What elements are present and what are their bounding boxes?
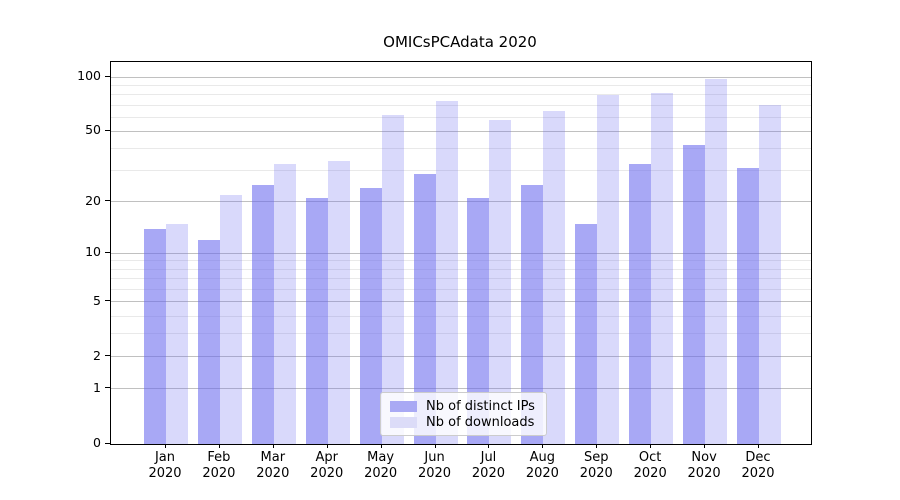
x-tick-label-mar: Mar 2020	[256, 450, 290, 481]
x-tick-dec	[758, 444, 759, 448]
gridline-minor-7	[111, 278, 811, 280]
bar-ips-feb	[197, 240, 220, 444]
legend-item-downloads: Nb of downloads	[390, 415, 537, 430]
x-tick-label-may: May 2020	[364, 450, 398, 481]
x-tick-label-jan: Jan 2020	[148, 450, 182, 481]
bar-downloads-oct	[651, 92, 674, 444]
x-tick-sep	[596, 444, 598, 448]
y-tick-10	[105, 251, 110, 253]
bar-downloads-nov	[705, 79, 728, 444]
x-tick-label-nov: Nov 2020	[687, 450, 721, 481]
legend-item-distinct-ips: Nb of distinct IPs	[390, 399, 537, 414]
gridline-10	[111, 252, 811, 254]
gridline-5	[111, 301, 811, 303]
gridline-100	[111, 76, 811, 78]
bar-ips-aug	[521, 184, 544, 444]
gridline-50	[111, 130, 811, 132]
bar-downloads-jul	[489, 119, 512, 444]
x-tick-feb	[218, 444, 220, 448]
bar-downloads-sep	[597, 94, 620, 444]
x-tick-oct	[650, 444, 652, 448]
gridline-1	[111, 388, 811, 390]
gridline-minor-6	[111, 288, 811, 290]
x-tick-label-jul: Jul 2020	[471, 450, 505, 481]
y-tick-label-20: 20	[85, 192, 101, 208]
plot-area	[110, 61, 812, 445]
bar-ips-mar	[251, 184, 274, 444]
legend: Nb of distinct IPs Nb of downloads	[380, 392, 547, 436]
y-tick-50	[105, 129, 110, 131]
x-tick-nov	[704, 444, 706, 448]
gridline-minor-4	[111, 315, 811, 317]
bar-ips-nov	[683, 144, 706, 444]
gridline-minor-9	[111, 260, 811, 262]
bar-ips-jan	[144, 228, 166, 444]
y-tick-label-5: 5	[93, 292, 101, 308]
gridline-20	[111, 201, 811, 203]
bar-downloads-jun	[435, 100, 458, 444]
bar-ips-jun	[413, 173, 436, 444]
x-tick-aug	[542, 444, 544, 448]
gridline-minor-90	[111, 84, 811, 86]
x-tick-label-feb: Feb 2020	[202, 450, 236, 481]
bar-downloads-apr	[327, 161, 350, 444]
x-tick-jan	[165, 444, 166, 448]
y-tick-0	[105, 442, 110, 444]
gridline-minor-70	[111, 104, 811, 106]
y-tick-label-0: 0	[93, 435, 101, 450]
gridline-minor-40	[111, 148, 811, 150]
y-tick-label-1: 1	[93, 379, 101, 395]
bar-ips-oct	[629, 163, 652, 444]
x-tick-label-jun: Jun 2020	[417, 450, 452, 481]
legend-label-distinct-ips: Nb of distinct IPs	[426, 398, 535, 414]
gridline-minor-8	[111, 268, 811, 270]
bar-downloads-may	[381, 114, 404, 444]
x-tick-mar	[272, 444, 274, 448]
bar-ips-sep	[575, 223, 598, 444]
bar-downloads-feb	[219, 194, 242, 444]
gridline-minor-80	[111, 94, 811, 96]
legend-swatch-distinct-ips	[390, 400, 417, 412]
gridline-minor-3	[111, 333, 811, 335]
y-tick-2	[105, 355, 110, 357]
gridline-minor-30	[111, 170, 811, 172]
y-tick-5	[105, 300, 110, 302]
gridline-2	[111, 356, 811, 358]
gridline-minor-60	[111, 116, 811, 118]
legend-swatch-downloads	[390, 416, 417, 428]
x-tick-label-oct: Oct 2020	[633, 450, 667, 481]
x-tick-label-aug: Aug 2020	[525, 450, 559, 481]
x-tick-may	[380, 444, 382, 448]
bar-ips-apr	[305, 198, 328, 444]
x-tick-label-sep: Sep 2020	[579, 450, 613, 481]
x-tick-jun	[434, 444, 436, 448]
bar-ips-may	[359, 188, 382, 444]
x-tick-label-dec: Dec 2020	[741, 450, 775, 481]
bar-ips-jul	[467, 198, 490, 444]
bar-downloads-jan	[166, 223, 188, 444]
chart-title: OMICsPCAdata 2020	[383, 33, 537, 51]
y-tick-label-50: 50	[85, 122, 101, 138]
bar-downloads-dec	[759, 105, 781, 444]
y-tick-100	[105, 75, 110, 77]
y-tick-label-100: 100	[77, 68, 101, 84]
bar-downloads-mar	[273, 163, 296, 444]
y-tick-label-2: 2	[93, 347, 101, 363]
y-tick-20	[105, 200, 110, 202]
bar-downloads-aug	[543, 110, 566, 444]
y-tick-1	[105, 387, 110, 389]
bar-ips-dec	[737, 168, 759, 444]
x-tick-jul	[488, 444, 490, 448]
x-tick-apr	[326, 444, 328, 448]
legend-label-downloads: Nb of downloads	[426, 414, 535, 430]
y-tick-label-10: 10	[85, 244, 101, 260]
x-tick-label-apr: Apr 2020	[310, 450, 344, 481]
